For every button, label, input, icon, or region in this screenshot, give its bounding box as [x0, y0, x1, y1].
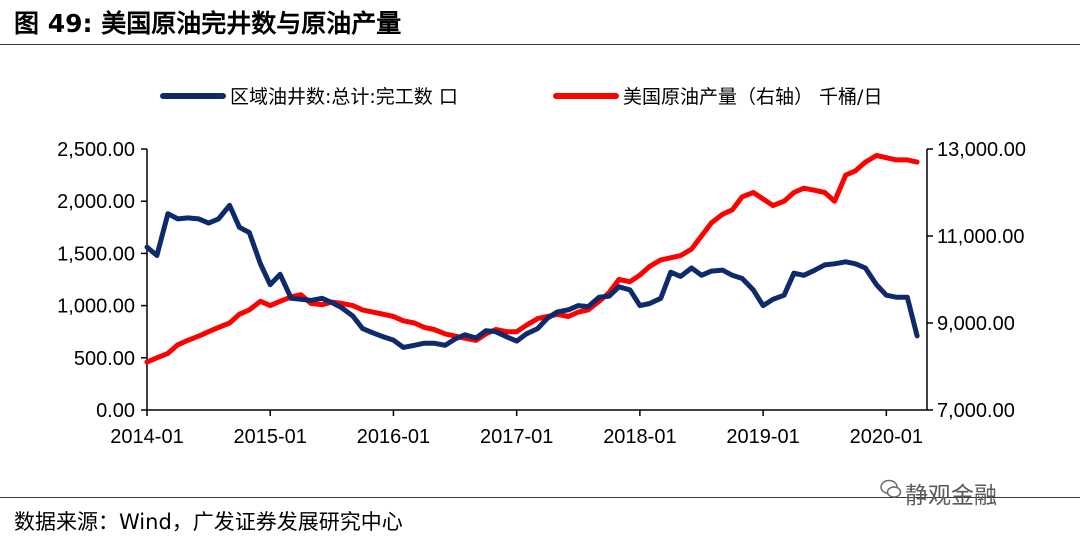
y-right-tick-label: 13,000.00 [937, 139, 1026, 161]
y-right-tick-label: 7,000.00 [937, 400, 1015, 422]
legend-label-series-2: 美国原油产量（右轴） 千桶/日 [623, 86, 882, 108]
series-layer [144, 153, 920, 365]
bottom-rule [0, 497, 1080, 498]
y-left-tick-label: 1,500.00 [57, 243, 135, 265]
x-tick-label: 2014-01 [110, 426, 183, 448]
y-left-tick-label: 500.00 [74, 348, 135, 370]
wechat-icon [880, 479, 902, 498]
x-tick-label: 2015-01 [234, 426, 307, 448]
y-right-tick-label: 11,000.00 [937, 226, 1025, 248]
x-tick-label: 2020-01 [850, 426, 923, 448]
x-tick-label: 2019-01 [726, 426, 799, 448]
axes: 2,500.00 2,000.00 1,500.00 1,000.00 500.00 0.… [57, 139, 1026, 448]
x-tick-label: 2016-01 [357, 426, 430, 448]
watermark: 静观金融 [905, 483, 997, 509]
y-left-tick-label: 1,000.00 [57, 296, 135, 318]
legend-label-series-1: 区域油井数:总计:完工数 口 [230, 86, 458, 108]
x-tick-label: 2018-01 [603, 426, 676, 448]
chart: 区域油井数:总计:完工数 口 美国原油产量（右轴） 千桶/日 2,500.002… [57, 86, 1026, 448]
top-rule [0, 44, 1080, 45]
series-line-completed-wells [144, 202, 920, 350]
y-left-tick-label: 2,000.00 [57, 191, 135, 213]
y-right-tick-label: 9,000.00 [937, 313, 1015, 335]
series-line-crude-production [144, 153, 920, 365]
y-left-tick-label: 0.00 [96, 400, 135, 422]
figure-title: 图 49: 美国原油完井数与原油产量 [14, 9, 402, 38]
legend: 区域油井数:总计:完工数 口 美国原油产量（右轴） 千桶/日 [160, 86, 882, 108]
y-left-tick-label: 2,500.00 [57, 139, 135, 161]
x-tick-label: 2017-01 [480, 426, 553, 448]
source-note: 数据来源：Wind，广发证券发展研究中心 [14, 510, 403, 534]
